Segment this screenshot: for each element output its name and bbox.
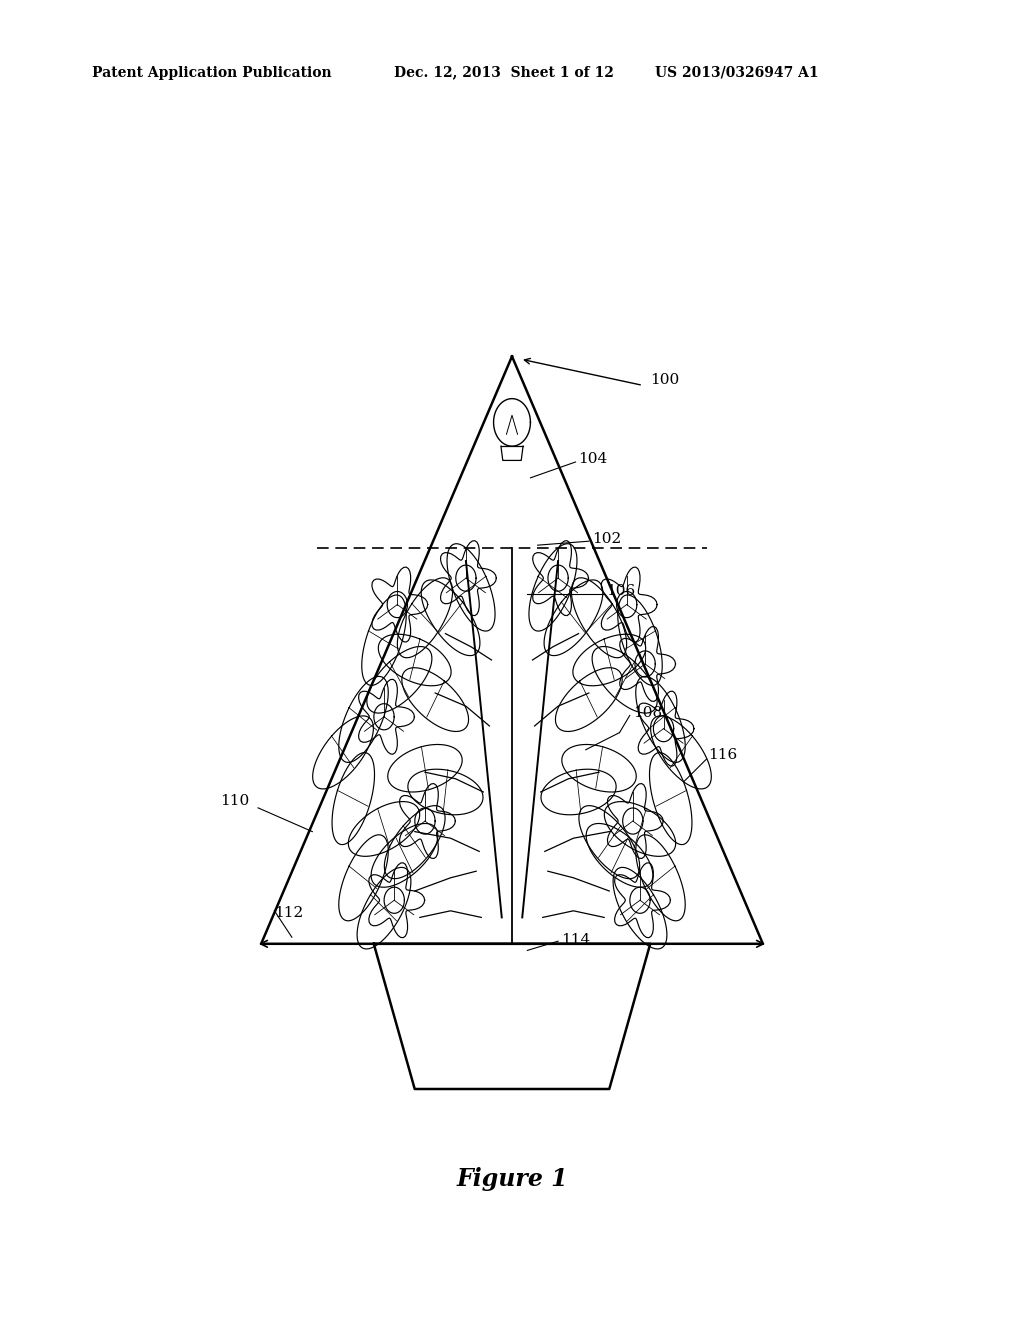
Text: 116: 116 xyxy=(709,748,738,762)
Text: US 2013/0326947 A1: US 2013/0326947 A1 xyxy=(655,66,819,79)
Text: 112: 112 xyxy=(274,907,304,920)
Text: Figure 1: Figure 1 xyxy=(456,1167,568,1191)
Text: 114: 114 xyxy=(561,933,591,946)
Text: 108: 108 xyxy=(633,706,662,719)
Text: 102: 102 xyxy=(592,532,622,545)
Text: 104: 104 xyxy=(579,453,608,466)
Text: 110: 110 xyxy=(220,795,250,808)
Text: 100: 100 xyxy=(650,374,680,387)
Text: 106: 106 xyxy=(606,585,636,598)
Text: Patent Application Publication: Patent Application Publication xyxy=(92,66,332,79)
Text: Dec. 12, 2013  Sheet 1 of 12: Dec. 12, 2013 Sheet 1 of 12 xyxy=(394,66,614,79)
